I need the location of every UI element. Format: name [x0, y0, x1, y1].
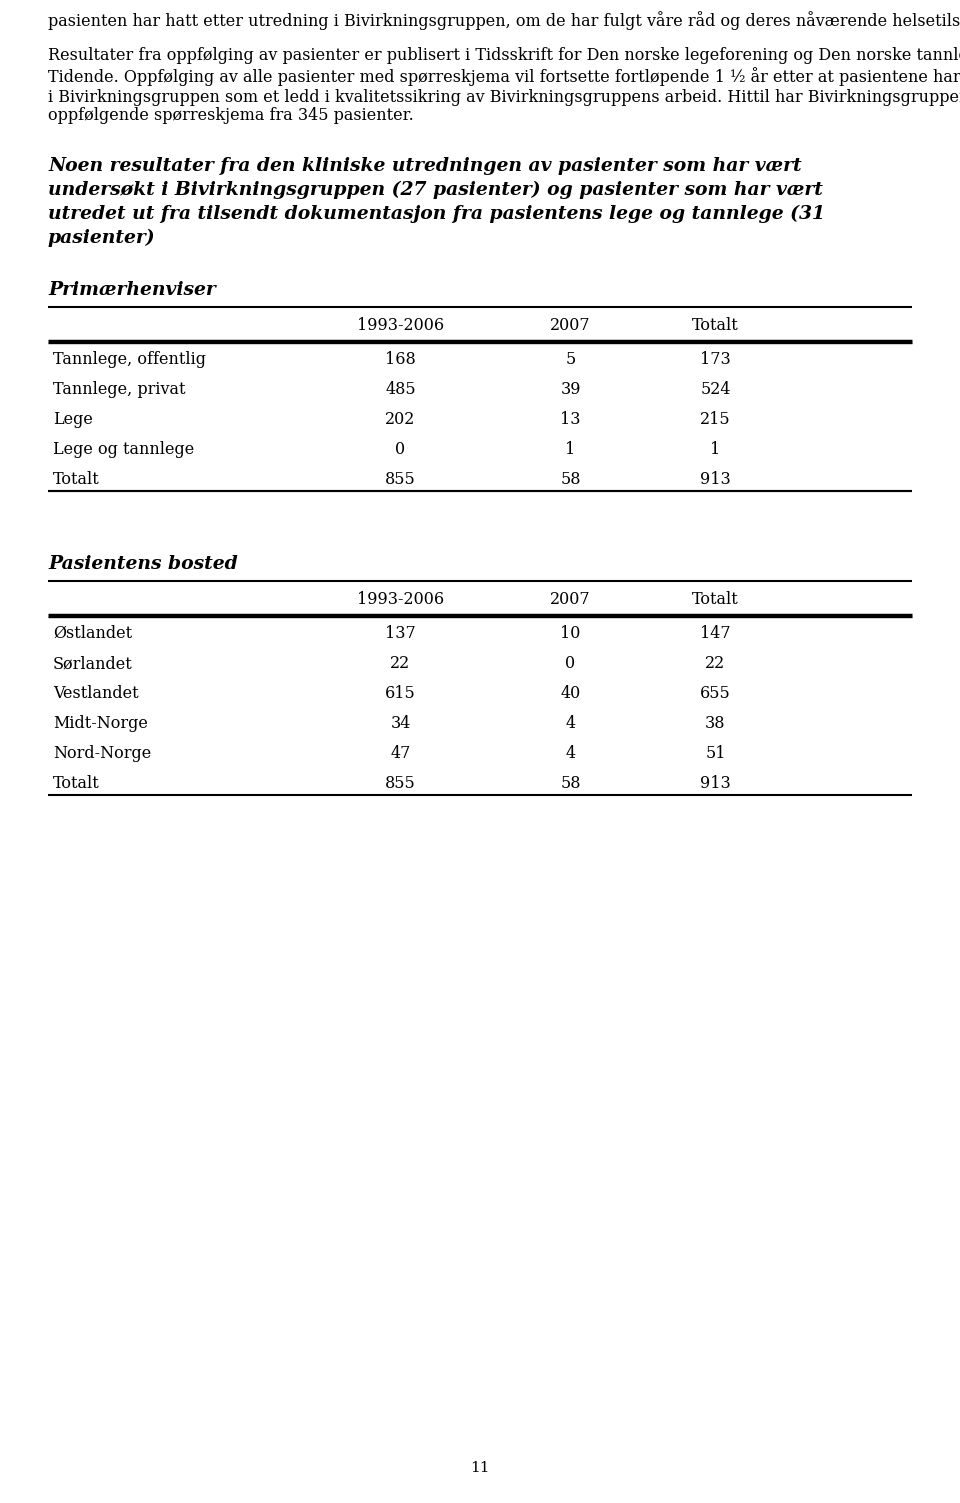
Text: 0: 0: [396, 440, 405, 458]
Text: Tidende. Oppfølging av alle pasienter med spørreskjema vil fortsette fortløpende: Tidende. Oppfølging av alle pasienter me…: [48, 68, 960, 86]
Text: Totalt: Totalt: [692, 317, 739, 334]
Text: 34: 34: [391, 715, 411, 732]
Text: 58: 58: [561, 776, 581, 792]
Text: 524: 524: [700, 380, 731, 398]
Text: 58: 58: [561, 470, 581, 488]
Text: utredet ut fra tilsendt dokumentasjon fra pasientens lege og tannlege (31: utredet ut fra tilsendt dokumentasjon fr…: [48, 204, 825, 224]
Text: Midt-Norge: Midt-Norge: [53, 715, 148, 732]
Text: i Bivirkningsgruppen som et ledd i kvalitetssikring av Bivirkningsgruppens arbei: i Bivirkningsgruppen som et ledd i kvali…: [48, 87, 960, 105]
Text: Tannlege, offentlig: Tannlege, offentlig: [53, 352, 206, 368]
Text: Tannlege, privat: Tannlege, privat: [53, 380, 185, 398]
Text: 913: 913: [700, 470, 731, 488]
Text: 38: 38: [706, 715, 726, 732]
Text: Totalt: Totalt: [53, 470, 100, 488]
Text: 40: 40: [561, 685, 581, 702]
Text: Pasientens bosted: Pasientens bosted: [48, 555, 238, 573]
Text: 11: 11: [470, 1461, 490, 1474]
Text: 2007: 2007: [550, 591, 590, 609]
Text: 39: 39: [561, 380, 581, 398]
Text: 173: 173: [700, 352, 731, 368]
Text: 51: 51: [706, 745, 726, 762]
Text: 22: 22: [391, 655, 411, 672]
Text: 168: 168: [385, 352, 416, 368]
Text: Resultater fra oppfølging av pasienter er publisert i Tidsskrift for Den norske : Resultater fra oppfølging av pasienter e…: [48, 47, 960, 65]
Text: oppfølgende spørreskjema fra 345 pasienter.: oppfølgende spørreskjema fra 345 pasient…: [48, 107, 414, 125]
Text: Østlandet: Østlandet: [53, 625, 132, 642]
Text: 22: 22: [706, 655, 726, 672]
Text: 4: 4: [565, 745, 576, 762]
Text: 4: 4: [565, 715, 576, 732]
Text: Primærhenviser: Primærhenviser: [48, 281, 216, 299]
Text: 1993-2006: 1993-2006: [357, 591, 444, 609]
Text: 1: 1: [565, 440, 576, 458]
Text: 5: 5: [565, 352, 576, 368]
Text: Lege og tannlege: Lege og tannlege: [53, 440, 194, 458]
Text: 47: 47: [391, 745, 411, 762]
Text: 202: 202: [385, 410, 416, 428]
Text: Noen resultater fra den kliniske utredningen av pasienter som har vært: Noen resultater fra den kliniske utredni…: [48, 156, 802, 174]
Text: 615: 615: [385, 685, 416, 702]
Text: pasienten har hatt etter utredning i Bivirkningsgruppen, om de har fulgt våre rå: pasienten har hatt etter utredning i Biv…: [48, 11, 960, 30]
Text: Vestlandet: Vestlandet: [53, 685, 138, 702]
Text: Totalt: Totalt: [53, 776, 100, 792]
Text: Sørlandet: Sørlandet: [53, 655, 132, 672]
Text: 137: 137: [385, 625, 416, 642]
Text: 1: 1: [710, 440, 721, 458]
Text: 913: 913: [700, 776, 731, 792]
Text: undersøkt i Bivirkningsgruppen (27 pasienter) og pasienter som har vært: undersøkt i Bivirkningsgruppen (27 pasie…: [48, 180, 823, 200]
Text: 855: 855: [385, 776, 416, 792]
Text: Lege: Lege: [53, 410, 93, 428]
Text: pasienter): pasienter): [48, 228, 156, 248]
Text: 1993-2006: 1993-2006: [357, 317, 444, 334]
Text: 13: 13: [561, 410, 581, 428]
Text: 2007: 2007: [550, 317, 590, 334]
Text: Nord-Norge: Nord-Norge: [53, 745, 152, 762]
Text: 655: 655: [700, 685, 731, 702]
Text: 10: 10: [561, 625, 581, 642]
Text: 485: 485: [385, 380, 416, 398]
Text: Totalt: Totalt: [692, 591, 739, 609]
Text: 855: 855: [385, 470, 416, 488]
Text: 215: 215: [700, 410, 731, 428]
Text: 0: 0: [565, 655, 576, 672]
Text: 147: 147: [700, 625, 731, 642]
